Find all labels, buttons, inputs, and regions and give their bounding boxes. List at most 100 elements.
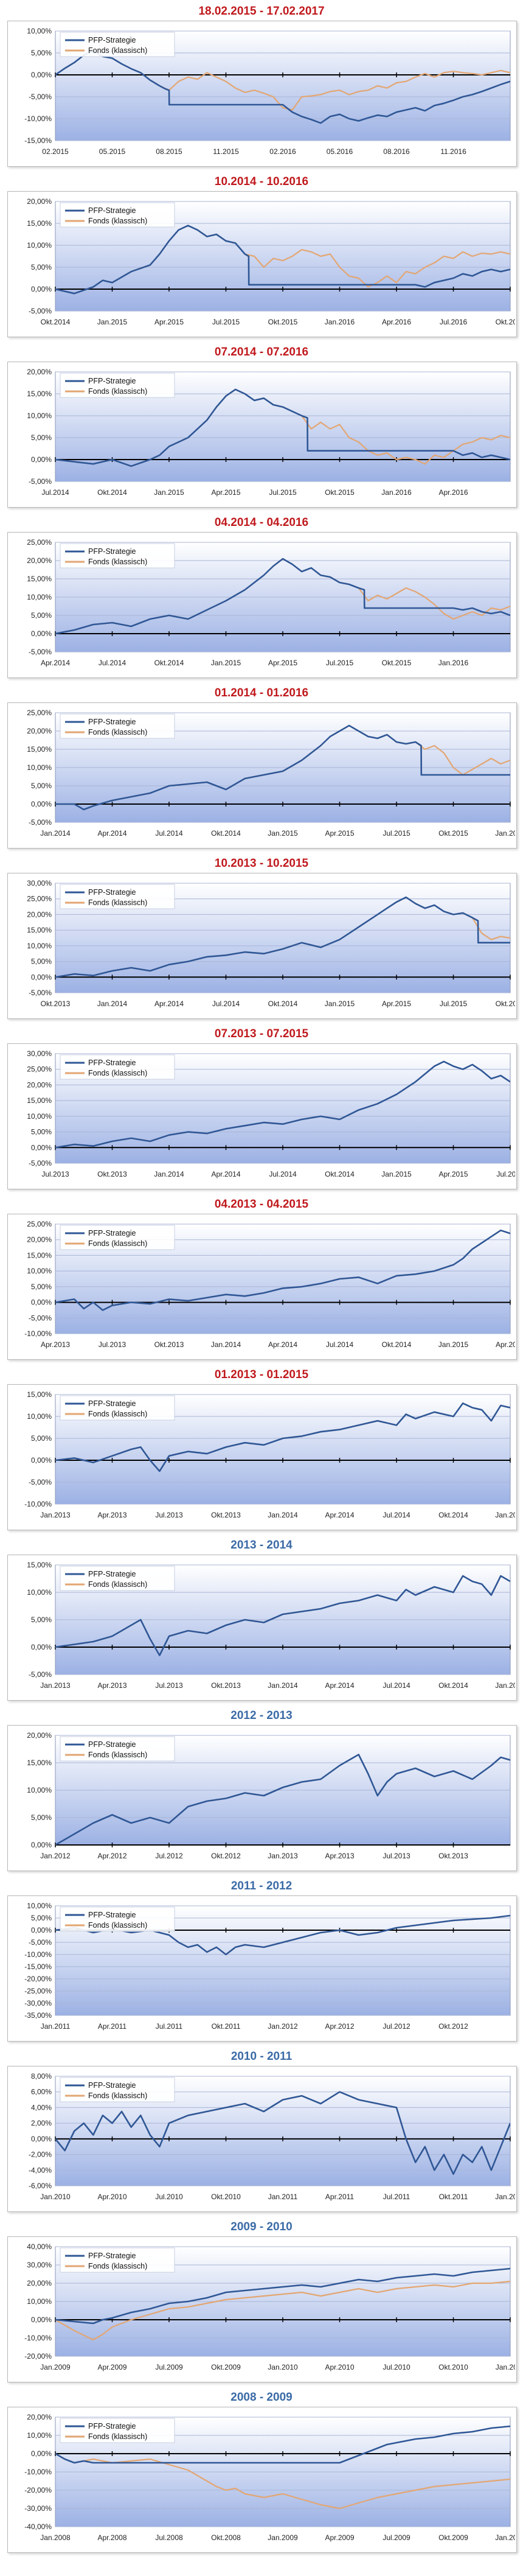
series-line-pfp-strategie bbox=[55, 558, 510, 635]
series-line-pfp-strategie bbox=[55, 2425, 510, 2464]
y-tick-label: -5,00% bbox=[29, 307, 52, 315]
y-tick-label: 15,00% bbox=[27, 390, 52, 398]
x-tick-label: Okt.2009 bbox=[211, 2363, 241, 2371]
x-tick-label: Jan.2014 bbox=[268, 1681, 298, 1690]
x-tick-label: Jul.2014 bbox=[99, 659, 126, 667]
x-tick-label: Jan.2015 bbox=[268, 829, 298, 838]
legend-label: Fonds (klassisch) bbox=[88, 46, 147, 55]
x-tick-label: Jan.2016 bbox=[325, 318, 355, 326]
y-tick-label: 5,00% bbox=[31, 1914, 52, 1922]
y-tick-label: 0,00% bbox=[31, 2449, 52, 2458]
y-tick-label: 5,00% bbox=[31, 782, 52, 790]
series-line-pfp-strategie bbox=[55, 388, 510, 467]
y-tick-label: 10,00% bbox=[27, 1112, 52, 1121]
legend-label: Fonds (klassisch) bbox=[88, 898, 147, 907]
legend: PFP-Strategie Fonds (klassisch) bbox=[60, 713, 175, 739]
series-line-fonds-klassisch bbox=[55, 2453, 510, 2510]
y-tick-label: 10,00% bbox=[27, 411, 52, 420]
x-tick-label: 05.2016 bbox=[327, 147, 353, 156]
y-tick-label: -5,00% bbox=[29, 818, 52, 827]
x-tick-label: Jan.2014 bbox=[268, 1511, 298, 1519]
legend-label: PFP-Strategie bbox=[88, 1570, 136, 1578]
line-chart: -5,00% 0,00% 5,00% 10,00% 15,00% 20,00% 25,00%… bbox=[27, 879, 515, 1008]
y-tick-label: 15,00% bbox=[27, 219, 52, 228]
y-tick-label: 25,00% bbox=[27, 1220, 52, 1228]
chart-title: 04.2013 - 04.2015 bbox=[214, 1198, 309, 1211]
x-tick-label: Jan.2015 bbox=[438, 1340, 469, 1349]
y-tick-label: -10,00% bbox=[24, 1329, 52, 1338]
x-tick-label: Jan.2016 bbox=[381, 488, 412, 497]
series-line-pfp-strategie bbox=[55, 1754, 510, 1845]
x-tick-label: Jan.2015 bbox=[97, 318, 128, 326]
y-tick-label: -4,00% bbox=[29, 2166, 52, 2174]
x-tick-label: Apr.2010 bbox=[325, 2363, 354, 2371]
x-tick-label: Okt.2014 bbox=[97, 488, 127, 497]
chart-frame: -20,00% -10,00% 0,00% 10,00% 20,00% 30,00% 40,… bbox=[7, 2236, 517, 2382]
y-tick-label: 5,00% bbox=[31, 433, 52, 442]
x-tick-label: Okt.2011 bbox=[439, 2193, 468, 2201]
x-tick-label: Apr.2016 bbox=[382, 318, 411, 326]
y-tick-label: -35,00% bbox=[24, 2011, 52, 2020]
line-chart: -5,00% 0,00% 5,00% 10,00% 15,00% 20,00% 25,00%… bbox=[27, 538, 511, 667]
y-tick-label: 20,00% bbox=[27, 910, 52, 919]
y-tick-label: -10,00% bbox=[24, 1500, 52, 1508]
chart-frame: -10,00% -5,00% 0,00% 5,00% 10,00% 15,00% 20,00… bbox=[7, 1214, 517, 1360]
y-tick-label: 15,00% bbox=[27, 1096, 52, 1105]
legend-label: PFP-Strategie bbox=[88, 36, 136, 44]
y-tick-label: -5,00% bbox=[29, 1159, 52, 1167]
line-chart: -10,00% -5,00% 0,00% 5,00% 10,00% 15,00% 20,00… bbox=[24, 1220, 515, 1349]
y-tick-label: 0,00% bbox=[31, 1456, 52, 1465]
chart-frame: 0,00% 5,00% 10,00% 15,00% 20,00% Jan.2012 Apr.… bbox=[7, 1725, 517, 1871]
y-tick-label: -5,00% bbox=[29, 989, 52, 997]
y-tick-label: 25,00% bbox=[27, 895, 52, 903]
x-tick-label: Okt.2009 bbox=[438, 2533, 468, 2542]
x-tick-label: Okt.2008 bbox=[211, 2533, 241, 2542]
x-tick-label: Jan.2011 bbox=[268, 2193, 298, 2201]
x-tick-label: Okt.2014 bbox=[325, 1170, 355, 1178]
x-tick-label: 11.2016 bbox=[440, 147, 466, 156]
y-tick-label: -5,00% bbox=[29, 93, 52, 101]
x-tick-label: Apr.2012 bbox=[97, 1852, 126, 1860]
x-tick-label: Okt.2014 bbox=[211, 829, 241, 838]
series-line-pfp-strategie bbox=[55, 2267, 510, 2325]
y-tick-label: 15,00% bbox=[27, 1390, 52, 1399]
x-tick-label: Jul.2014 bbox=[326, 1340, 354, 1349]
x-tick-label: Jul.2015 bbox=[496, 1170, 515, 1178]
x-tick-label: Jul.2013 bbox=[383, 1852, 410, 1860]
x-tick-label: Okt.2015 bbox=[268, 318, 298, 326]
x-tick-label: Apr.2014 bbox=[97, 829, 126, 838]
x-tick-label: Apr.2013 bbox=[41, 1340, 70, 1349]
x-tick-label: Jan.2008 bbox=[40, 2533, 71, 2542]
x-tick-label: 02.2015 bbox=[42, 147, 69, 156]
x-tick-label: Apr.2010 bbox=[97, 2193, 126, 2201]
x-tick-label: Jul.2014 bbox=[212, 999, 240, 1008]
legend-label: PFP-Strategie bbox=[88, 2252, 136, 2260]
y-tick-label: 15,00% bbox=[27, 1251, 52, 1259]
y-tick-label: -5,00% bbox=[29, 1670, 52, 1679]
y-tick-label: -20,00% bbox=[24, 2352, 52, 2361]
legend: PFP-Strategie Fonds (klassisch) bbox=[60, 2247, 175, 2273]
x-tick-label: Okt.2014 bbox=[41, 318, 71, 326]
x-tick-label: Apr.2011 bbox=[98, 2022, 126, 2031]
y-tick-label: -5,00% bbox=[29, 1938, 52, 1947]
y-tick-label: 20,00% bbox=[27, 2413, 52, 2421]
chart-title: 2011 - 2012 bbox=[230, 1880, 293, 1892]
y-tick-label: 20,00% bbox=[27, 727, 52, 735]
x-tick-label: Apr.2015 bbox=[438, 1170, 468, 1178]
legend-label: Fonds (klassisch) bbox=[88, 1580, 147, 1589]
chart-title: 2010 - 2011 bbox=[230, 2050, 293, 2063]
legend-label: PFP-Strategie bbox=[88, 2081, 136, 2090]
legend: PFP-Strategie Fonds (klassisch) bbox=[60, 202, 175, 228]
x-tick-label: Okt.2012 bbox=[211, 1852, 241, 1860]
series-line-fonds-klassisch bbox=[55, 2280, 510, 2341]
x-tick-label: 02.2016 bbox=[269, 147, 296, 156]
legend-label: Fonds (klassisch) bbox=[88, 217, 147, 225]
series-line-pfp-strategie bbox=[55, 50, 510, 124]
x-tick-label: Jul.2014 bbox=[155, 829, 183, 838]
y-tick-label: 20,00% bbox=[27, 1731, 52, 1740]
y-tick-label: 0,00% bbox=[31, 1841, 52, 1849]
y-tick-label: 10,00% bbox=[27, 763, 52, 772]
x-tick-label: Jan.2016 bbox=[495, 829, 515, 838]
y-tick-label: 10,00% bbox=[27, 942, 52, 950]
legend: PFP-Strategie Fonds (klassisch) bbox=[60, 1736, 175, 1762]
